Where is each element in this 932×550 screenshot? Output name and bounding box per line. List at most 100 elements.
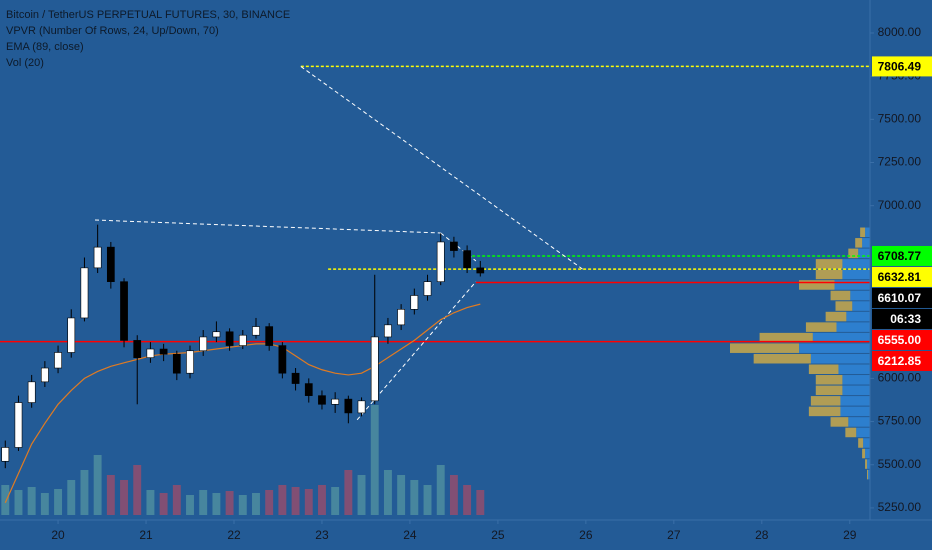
volume-bar — [54, 489, 63, 515]
profile-up — [834, 280, 870, 290]
candle-body — [212, 331, 221, 338]
trendline — [94, 219, 441, 234]
volume-bar — [436, 465, 445, 515]
profile-up — [812, 332, 870, 343]
candle-body — [344, 398, 353, 414]
price-label-bg — [872, 266, 932, 287]
profile-up — [840, 396, 870, 406]
profile-down — [759, 332, 813, 343]
volume-bar — [265, 490, 274, 515]
candle-body — [318, 395, 326, 405]
volume-bar — [344, 470, 353, 515]
candle-body — [450, 241, 458, 251]
candle-body — [199, 336, 208, 352]
x-tick-label: 26 — [579, 528, 593, 542]
candle-body — [225, 331, 234, 346]
price-label-bg — [872, 245, 932, 266]
x-tick-label: 27 — [667, 528, 681, 542]
profile-down — [799, 280, 835, 290]
y-tick-label: 5250.00 — [878, 500, 922, 514]
volume-bar — [331, 487, 340, 515]
profile-down — [825, 311, 847, 322]
candle-body — [304, 383, 313, 396]
price-label-bg — [872, 329, 932, 350]
profile-down — [815, 375, 843, 385]
x-tick-label: 24 — [403, 528, 417, 542]
profile-down — [862, 448, 866, 459]
x-tick-label: 25 — [491, 528, 505, 542]
candle-body — [410, 295, 419, 310]
volume-bar — [252, 493, 260, 515]
profile-up — [810, 353, 870, 364]
candle-body — [265, 326, 274, 346]
profile-down — [858, 438, 864, 448]
profile-down — [835, 301, 853, 311]
profile-down — [865, 459, 868, 469]
profile-up — [852, 301, 870, 311]
profile-up — [799, 343, 870, 353]
candle-body — [67, 317, 76, 353]
volume-bar — [106, 475, 115, 515]
profile-down — [815, 269, 843, 280]
volume-bar — [133, 465, 142, 515]
profile-down — [867, 469, 869, 480]
profile-down — [815, 385, 843, 396]
y-tick-label: 5500.00 — [878, 457, 922, 471]
candle-body — [436, 241, 445, 282]
volume-bar — [212, 493, 221, 515]
candle-body — [146, 348, 155, 358]
profile-up — [865, 227, 870, 238]
candle-body — [14, 402, 23, 448]
volume-bar — [463, 485, 472, 515]
volume-bar — [67, 480, 76, 515]
profile-down — [830, 290, 851, 301]
volume-bar — [410, 480, 419, 515]
profile-down — [860, 227, 866, 238]
volume-bar — [370, 405, 379, 515]
candle-body — [80, 267, 89, 319]
volume-bar — [172, 485, 181, 515]
profile-up — [836, 322, 870, 332]
candle-body — [278, 345, 287, 374]
profile-up — [842, 375, 870, 385]
volume-bar — [383, 470, 392, 515]
price-label: 6555.00 — [878, 333, 922, 347]
profile-down — [830, 417, 849, 427]
profile-up — [842, 385, 870, 396]
price-label: 6708.77 — [878, 249, 922, 263]
price-label: 6212.85 — [878, 354, 922, 368]
profile-down — [815, 259, 843, 269]
profile-down — [753, 353, 811, 364]
candle-body — [370, 336, 379, 402]
price-label-bg — [872, 56, 932, 77]
volume-bar — [1, 485, 10, 515]
volume-bar — [186, 495, 194, 515]
y-tick-label: 6000.00 — [878, 371, 922, 385]
candle-body — [423, 281, 432, 296]
candle-body — [133, 340, 142, 358]
price-label: 7806.49 — [878, 60, 922, 74]
profile-up — [850, 290, 870, 301]
candle-body — [27, 381, 36, 403]
volume-bar — [318, 485, 326, 515]
profile-down — [808, 364, 839, 375]
candle-body — [476, 267, 485, 274]
trendline — [300, 66, 584, 270]
volume-bar — [278, 485, 287, 515]
x-tick-label: 29 — [843, 528, 857, 542]
candle-body — [291, 372, 300, 384]
volume-bar — [225, 491, 234, 515]
profile-up — [848, 417, 870, 427]
volume-bar — [397, 475, 406, 515]
profile-up — [867, 459, 870, 469]
candle-body — [463, 250, 471, 269]
volume-bar — [476, 490, 485, 515]
volume-bar — [449, 475, 458, 515]
volume-bar — [93, 455, 102, 515]
candle-body — [93, 246, 102, 269]
profile-up — [856, 427, 870, 438]
y-tick-label: 7250.00 — [878, 155, 922, 169]
candle-body — [54, 352, 62, 369]
